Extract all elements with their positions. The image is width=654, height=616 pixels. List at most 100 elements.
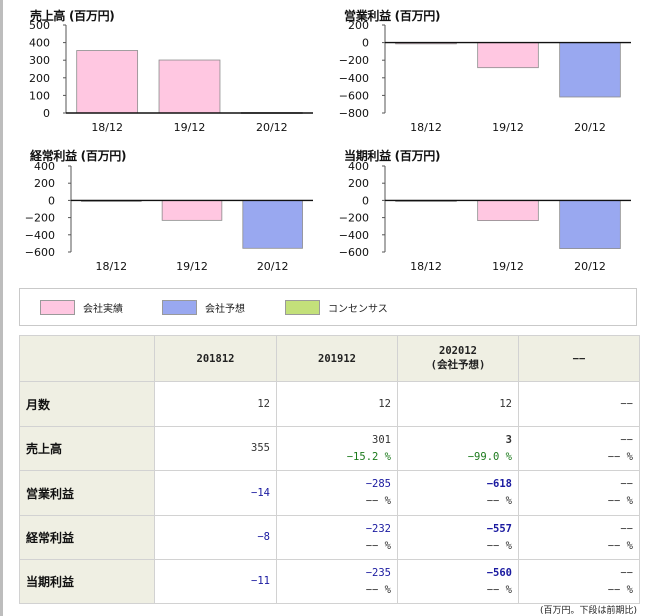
x-category-label: 20/12 (257, 260, 289, 273)
cell-change: −15.2 % (346, 450, 391, 463)
cell-main: −8 (257, 531, 270, 543)
cell-value: −− −− % (518, 470, 640, 516)
net-profit-chart: 400 200 0 −200 −400 −600 18/12 19/12 20/12 (339, 160, 631, 273)
chart-title-ordinary-profit: 経常利益 (百万円) (30, 149, 127, 163)
y-tick-label: −600 (339, 89, 369, 102)
legend-item-company-actual: 会社実績 (40, 298, 123, 316)
column-header-202012-period: 202012 (439, 345, 477, 357)
cell-main: 3 (505, 433, 512, 446)
cell-value: −618 −− % (397, 470, 519, 516)
column-header-201812: 201812 (154, 335, 277, 382)
chart-title-sales: 売上高 (百万円) (30, 9, 115, 23)
legend-item-consensus: コンセンサス (285, 298, 388, 316)
y-tick-label: 200 (348, 19, 369, 32)
cell-main: −557 (486, 522, 512, 535)
cell-value: 301 −15.2 % (276, 426, 398, 471)
x-category-label: 19/12 (176, 260, 208, 273)
legend-label: 会社予想 (205, 303, 245, 315)
y-tick-label: −200 (25, 212, 55, 225)
cell-value: 12 (397, 381, 519, 427)
cell-change: −− % (365, 539, 391, 552)
column-header-202012: 202012 (会社予想) (397, 335, 519, 382)
chart-title-operating-profit: 営業利益 (百万円) (344, 9, 441, 23)
y-tick-label: −600 (339, 246, 369, 259)
table-row-sales: 売上高 355 301 −15.2 % 3 −99.0 % −− −− % (19, 426, 640, 471)
cell-change: −− % (607, 495, 633, 507)
cell-value: −− −− % (518, 559, 640, 604)
cell-value: −14 (154, 470, 277, 516)
y-tick-label: 0 (362, 37, 369, 50)
cell-change: −− % (486, 539, 512, 552)
row-label-ordinary-profit: 経常利益 (19, 515, 155, 560)
cell-value: −− −− % (518, 426, 640, 471)
chart-title-net-profit: 当期利益 (百万円) (344, 149, 441, 163)
cell-value: −557 −− % (397, 515, 519, 560)
table-row-ordinary-profit: 経常利益 −8 −232 −− % −557 −− % −− −− % (19, 515, 640, 560)
cell-main: 355 (251, 442, 270, 454)
cell-change: −99.0 % (467, 450, 512, 463)
cell-change: −− % (607, 583, 633, 596)
y-tick-label: 500 (29, 19, 50, 32)
y-tick-label: −400 (339, 229, 369, 242)
legend-swatch-company-actual (40, 299, 75, 315)
x-category-label: 20/12 (256, 121, 288, 134)
legend-label: 会社実績 (83, 303, 123, 315)
y-tick-label: −200 (339, 212, 369, 225)
y-tick-label: −400 (25, 229, 55, 242)
y-tick-label: 400 (34, 160, 55, 173)
y-tick-label: −200 (339, 54, 369, 67)
table-row-months: 月数 12 12 12 −− (19, 381, 640, 427)
cell-value: 355 (154, 426, 277, 471)
left-border (0, 0, 3, 616)
y-tick-label: 0 (362, 194, 369, 207)
y-tick-label: 0 (48, 194, 55, 207)
table-row-net-profit: 当期利益 −11 −235 −− % −560 −− % −− −− % (19, 559, 640, 604)
bar-19-12 (477, 199, 539, 222)
cell-value: −232 −− % (276, 515, 398, 560)
cell-value: −235 −− % (276, 559, 398, 604)
row-label-months: 月数 (19, 381, 155, 427)
cell-value: −285 −− % (276, 470, 398, 516)
cell-change: −− % (486, 583, 512, 596)
cell-main: 12 (499, 397, 512, 410)
x-category-label: 20/12 (574, 121, 606, 134)
cell-main: −− (620, 478, 633, 490)
bar-20-12 (559, 199, 621, 249)
table-footnote: (百万円。下段は前期比) (539, 606, 637, 616)
y-tick-label: 0 (43, 107, 50, 120)
x-category-label: 19/12 (492, 121, 524, 134)
column-header-201912: 201912 (276, 335, 398, 382)
column-header-202012-note: (会社予想) (430, 359, 486, 371)
bar-19-12 (477, 42, 539, 69)
legend-label: コンセンサス (328, 303, 388, 315)
x-category-label: 18/12 (91, 121, 123, 134)
legend-swatch-consensus (285, 299, 320, 315)
cell-value: −560 −− % (397, 559, 519, 604)
y-tick-label: 200 (34, 177, 55, 190)
legend-swatch-company-forecast (162, 299, 197, 315)
cell-main: −14 (251, 486, 270, 499)
operating-profit-chart: 200 0 −200 −400 −600 −800 18/12 19/12 20/12 (339, 19, 631, 134)
cell-main: −− (620, 566, 633, 579)
row-label-net-profit: 当期利益 (19, 559, 155, 604)
cell-change: −− % (607, 450, 633, 463)
x-category-label: 18/12 (410, 121, 442, 134)
y-tick-label: 400 (348, 160, 369, 173)
cell-change: −− % (486, 495, 512, 507)
cell-value: −8 (154, 515, 277, 560)
y-tick-label: 400 (29, 37, 50, 50)
table-corner (19, 335, 155, 382)
bar-19-12 (158, 59, 221, 114)
cell-value: −− −− % (518, 515, 640, 560)
y-tick-label: 200 (29, 72, 50, 85)
cell-main: −− (620, 522, 633, 535)
cell-change: −− % (607, 539, 633, 552)
row-label-operating-profit: 営業利益 (19, 470, 155, 516)
x-category-label: 18/12 (410, 260, 442, 273)
cell-main: −232 (365, 522, 391, 535)
cell-value: 12 (154, 381, 277, 427)
x-category-label: 19/12 (492, 260, 524, 273)
cell-main: 12 (257, 397, 270, 410)
cell-main: −− (620, 397, 633, 410)
cell-change: −− % (365, 495, 391, 507)
